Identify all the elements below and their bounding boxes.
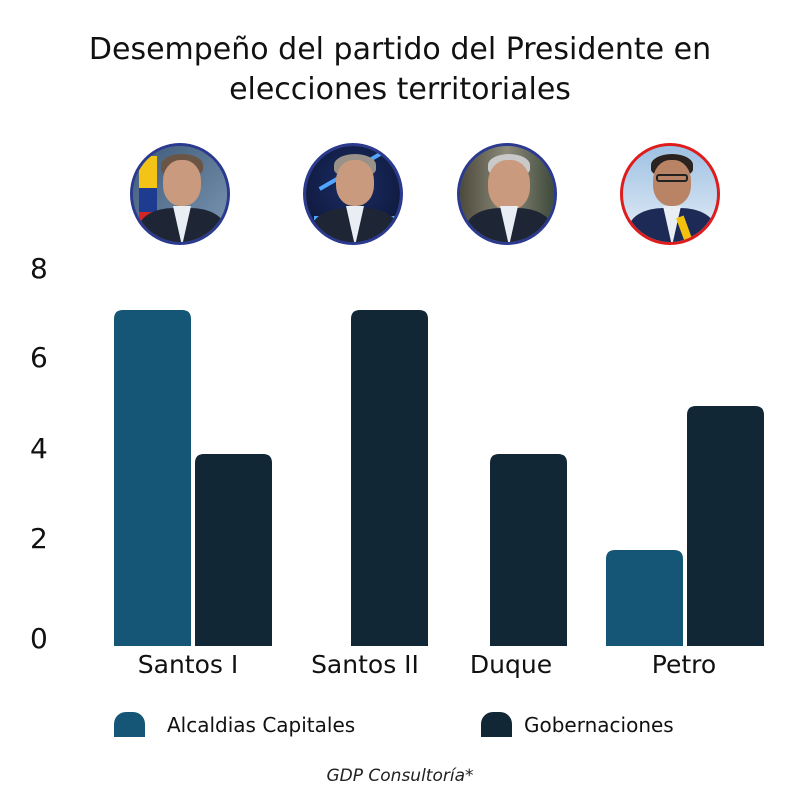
bar-alcaldias-capitales-petro bbox=[606, 550, 683, 646]
chart-title: Desempeño del partido del Presidente en … bbox=[0, 30, 800, 110]
y-tick-label: 4 bbox=[30, 432, 48, 465]
y-tick-label: 6 bbox=[30, 341, 48, 374]
legend-swatch bbox=[481, 712, 512, 737]
bar-alcaldias-capitales-santos-i bbox=[114, 310, 191, 646]
source-credit: GDP Consultoría* bbox=[326, 766, 474, 786]
y-tick-label: 8 bbox=[30, 252, 48, 285]
y-tick-label: 0 bbox=[30, 622, 48, 655]
bar-gobernaciones-petro bbox=[687, 406, 764, 646]
chart-title-line-2: elecciones territoriales bbox=[229, 72, 571, 107]
y-tick-label: 2 bbox=[30, 522, 48, 555]
legend-item-alcaldias: Alcaldias Capitales bbox=[114, 712, 355, 737]
x-tick-label: Duque bbox=[469, 650, 553, 679]
bar-gobernaciones-santos-ii bbox=[351, 310, 428, 646]
x-tick-label: Petro bbox=[651, 650, 717, 679]
bar-gobernaciones-santos-i bbox=[195, 454, 272, 646]
x-tick-label: Santos I bbox=[137, 650, 239, 679]
legend-label: Alcaldias Capitales bbox=[167, 712, 356, 737]
x-tick-label: Santos II bbox=[311, 650, 419, 679]
bar-gobernaciones-duque bbox=[490, 454, 567, 646]
legend-item-gobernaciones: Gobernaciones bbox=[481, 712, 674, 737]
legend-label: Gobernaciones bbox=[524, 712, 674, 737]
legend-swatch bbox=[114, 712, 145, 737]
chart-title-line-1: Desempeño del partido del Presidente en bbox=[88, 32, 712, 67]
